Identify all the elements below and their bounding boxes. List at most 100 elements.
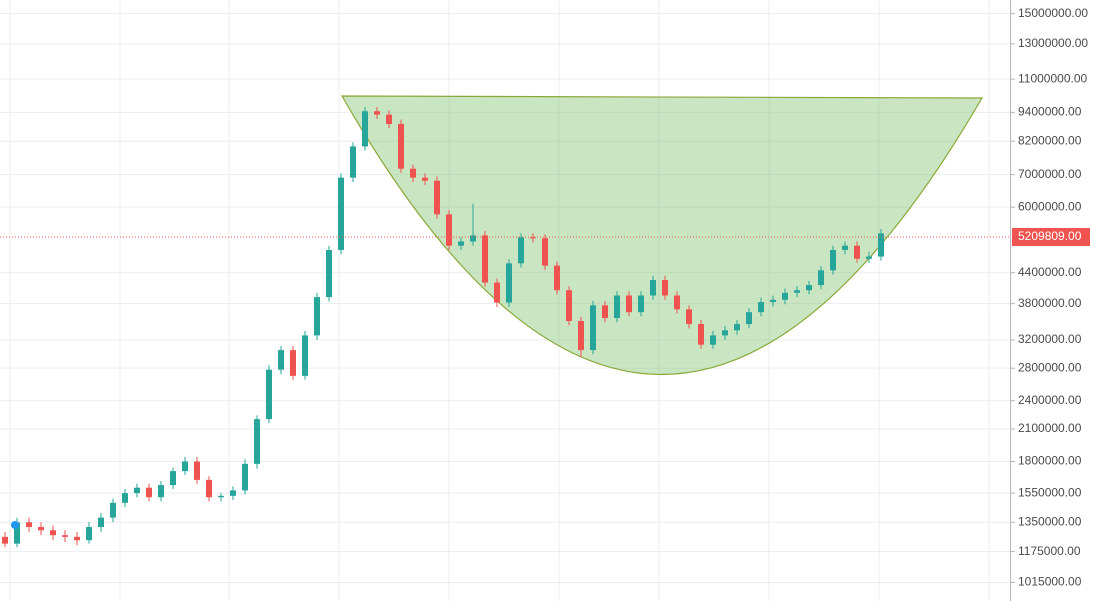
candle-body xyxy=(434,180,440,215)
candle-body xyxy=(470,235,476,242)
candle-body xyxy=(362,111,368,147)
candle-body xyxy=(218,495,224,498)
candle-body xyxy=(542,238,548,266)
y-tick-label: 11000000.00 xyxy=(1018,71,1088,85)
candle-body xyxy=(386,114,392,124)
y-tick-label: 1550000.00 xyxy=(1018,485,1082,499)
candle-body xyxy=(494,282,500,303)
candle-body xyxy=(566,290,572,322)
y-tick-label: 7000000.00 xyxy=(1018,167,1082,181)
y-tick-label: 8200000.00 xyxy=(1018,133,1082,147)
candle-body xyxy=(758,302,764,313)
candle-body xyxy=(254,419,260,464)
candle-body xyxy=(650,280,656,296)
cup-drawing xyxy=(340,95,984,375)
candle-body xyxy=(302,335,308,376)
candle-body xyxy=(518,237,524,264)
candle-body xyxy=(806,285,812,291)
candle-body xyxy=(206,479,212,498)
y-tick-label: 4400000.00 xyxy=(1018,265,1082,279)
candle-body xyxy=(686,309,692,325)
candle-body xyxy=(230,490,236,496)
candle-body xyxy=(398,123,404,169)
y-tick-label: 3800000.00 xyxy=(1018,296,1082,310)
candle-body xyxy=(458,241,464,246)
candle-body xyxy=(530,237,536,239)
y-tick-label: 1175000.00 xyxy=(1018,544,1081,558)
candle-body xyxy=(662,280,668,296)
candle-body xyxy=(326,249,332,298)
y-tick-label: 3200000.00 xyxy=(1018,332,1082,346)
y-tick-label: 1015000.00 xyxy=(1018,575,1082,589)
candle-body xyxy=(374,111,380,115)
candle-body xyxy=(314,297,320,336)
candle-body xyxy=(854,245,860,259)
candle-body xyxy=(866,256,872,259)
y-tick-label: 6000000.00 xyxy=(1018,199,1082,213)
candle-body xyxy=(146,487,152,498)
candle-body xyxy=(350,146,356,178)
candle-body xyxy=(26,522,32,528)
candle-body xyxy=(590,305,596,351)
candle-body xyxy=(422,177,428,181)
candle-body xyxy=(14,522,20,544)
last-price-label: 5209809.00 xyxy=(1018,229,1082,243)
candle-body xyxy=(122,493,128,503)
candle-body xyxy=(182,461,188,472)
candle-body xyxy=(86,527,92,541)
candle-body xyxy=(110,502,116,518)
candle-body xyxy=(674,295,680,310)
candle-body xyxy=(266,369,272,420)
candle-body xyxy=(158,485,164,498)
candle-body xyxy=(638,295,644,313)
start-marker xyxy=(11,521,19,529)
horizontal-grid xyxy=(0,13,1010,584)
candle-body xyxy=(770,299,776,303)
vertical-grid xyxy=(9,0,990,601)
candle-body xyxy=(782,292,788,300)
y-tick-label: 2100000.00 xyxy=(1018,421,1082,435)
candles xyxy=(2,107,884,548)
y-tick-label: 1350000.00 xyxy=(1018,514,1082,528)
candle-body xyxy=(710,335,716,345)
candle-body xyxy=(290,350,296,376)
candle-body xyxy=(38,527,44,531)
candle-body xyxy=(242,463,248,491)
price-axis-labels: 15000000.00 13000000.00 11000000.00 9400000… xyxy=(1010,6,1088,589)
y-tick-label: 2800000.00 xyxy=(1018,360,1082,374)
candle-body xyxy=(794,290,800,293)
y-tick-label: 15000000.00 xyxy=(1018,6,1088,20)
candle-body xyxy=(614,295,620,319)
candle-body xyxy=(830,249,836,271)
candle-body xyxy=(134,487,140,494)
candle-body xyxy=(170,471,176,486)
candle-body xyxy=(878,233,884,257)
candle-body xyxy=(554,265,560,291)
y-tick-label: 9400000.00 xyxy=(1018,105,1082,119)
candle-body xyxy=(482,235,488,283)
price-axis xyxy=(1010,0,1096,601)
candle-body xyxy=(722,330,728,336)
last-price-tag xyxy=(1012,228,1090,247)
candle-body xyxy=(626,295,632,313)
candle-body xyxy=(338,177,344,250)
candle-body xyxy=(746,312,752,325)
candle-body xyxy=(734,324,740,331)
candle-body xyxy=(578,321,584,351)
candle-body xyxy=(98,517,104,528)
candle-body xyxy=(194,461,200,480)
candle-body xyxy=(2,536,8,544)
candle-body xyxy=(410,168,416,178)
y-tick-label: 13000000.00 xyxy=(1018,36,1088,50)
candle-body xyxy=(698,324,704,345)
candle-body xyxy=(62,535,68,537)
y-tick-label: 2400000.00 xyxy=(1018,393,1082,407)
candle-body xyxy=(278,350,284,370)
y-tick-label: 1800000.00 xyxy=(1018,454,1082,468)
candle-body xyxy=(74,536,80,541)
candle-body xyxy=(842,245,848,250)
candle-body xyxy=(506,263,512,303)
candle-body xyxy=(50,530,56,536)
